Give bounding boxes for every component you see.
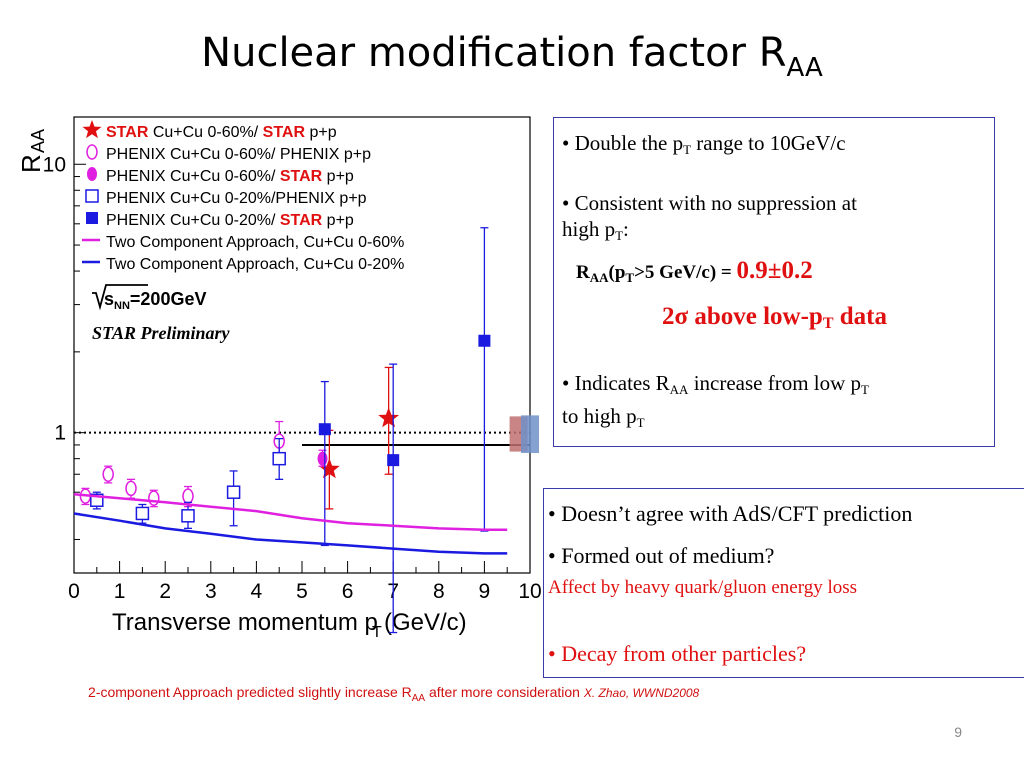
legend-marker (87, 167, 97, 181)
data-point (182, 488, 194, 504)
raa-value-line: RAA(pT>5 GeV/c) = 0.9±0.2 (576, 257, 813, 286)
x-tick-label: 8 (433, 580, 445, 603)
y-axis-title-sub: AA (28, 129, 48, 153)
x-tick-label: 2 (159, 580, 171, 603)
sqrt-symbol (92, 284, 148, 311)
y-axis-title: R (16, 154, 46, 173)
model-curve (73, 492, 508, 531)
systematic-box (521, 415, 539, 453)
citation: X. Zhao, WWND2008 (583, 686, 700, 700)
legend-label: STAR Cu+Cu 0-60%/ STAR p+p (106, 124, 337, 141)
slide-title: Nuclear modification factor RAA (0, 30, 1024, 83)
raa-value: 0.9±0.2 (736, 257, 813, 284)
summary-box-top: • Double the pT range to 10GeV/c • Consi… (553, 117, 995, 447)
x-tick-label: 6 (342, 580, 354, 603)
data-point (181, 509, 195, 523)
x-axis-title-sub: T (372, 624, 382, 641)
x-tick-label: 5 (296, 580, 308, 603)
y-tick-label: 1 (54, 422, 66, 445)
data-point (102, 466, 114, 482)
data-point (226, 485, 241, 499)
legend-marker (85, 189, 99, 203)
x-tick-label: 9 (479, 580, 491, 603)
legend-label: Two Component Approach, Cu+Cu 0-60% (106, 234, 404, 251)
legend-label: PHENIX Cu+Cu 0-60%/ PHENIX p+p (106, 146, 371, 163)
preliminary-label: STAR Preliminary (92, 323, 231, 343)
data-point (318, 423, 331, 436)
x-tick-label: 4 (251, 580, 263, 603)
x-axis-title: Transverse momentum p (112, 609, 378, 636)
legend-label: PHENIX Cu+Cu 0-20%/ STAR p+p (106, 212, 354, 229)
data-point (125, 480, 137, 497)
x-axis-title-post: (GeV/c) (384, 609, 467, 636)
summary-box-bottom: • Doesn’t agree with AdS/CFT prediction … (543, 488, 1024, 678)
data-point (378, 407, 400, 428)
legend-marker (86, 144, 98, 160)
page-number: 9 (954, 724, 962, 740)
legend-marker (82, 120, 102, 139)
energy-loss-note: Affect by heavy quark/gluon energy loss (548, 577, 858, 598)
x-tick-label: 0 (68, 580, 80, 603)
legend-label: PHENIX Cu+Cu 0-20%/PHENIX p+p (106, 190, 367, 207)
data-point (148, 490, 160, 506)
bullet-decay: • Decay from other particles? (548, 641, 807, 666)
bullet-consistent: • Consistent with no suppression at high … (562, 191, 857, 243)
data-point (317, 451, 328, 466)
bullet-double-range: • Double the pT range to 10GeV/c (562, 131, 846, 157)
x-tick-label: 10 (518, 580, 541, 603)
sigma-line: 2σ above low-pT data (662, 303, 887, 332)
model-curve (73, 512, 508, 555)
title-subscript: AA (786, 53, 823, 83)
y-tick-label: 10 (43, 153, 66, 176)
data-point (318, 458, 340, 479)
data-point (272, 451, 286, 466)
legend-marker (86, 212, 98, 224)
energy-label: sNN=200GeV (104, 289, 206, 312)
bullet-ads-cft: • Doesn’t agree with AdS/CFT prediction (548, 501, 913, 526)
legend-label: Two Component Approach, Cu+Cu 0-20% (106, 256, 404, 273)
data-point (478, 334, 491, 347)
bullet-formed-out: • Formed out of medium? (548, 543, 775, 568)
footnote: 2-component Approach predicted slightly … (88, 684, 700, 704)
data-point (387, 454, 400, 467)
bullet-indicates: • Indicates RAA increase from low pT to h… (562, 371, 869, 430)
legend-label: PHENIX Cu+Cu 0-60%/ STAR p+p (106, 168, 354, 185)
title-text: Nuclear modification factor R (201, 30, 787, 76)
x-tick-label: 1 (114, 580, 126, 603)
data-point (135, 506, 150, 521)
x-tick-label: 3 (205, 580, 217, 603)
